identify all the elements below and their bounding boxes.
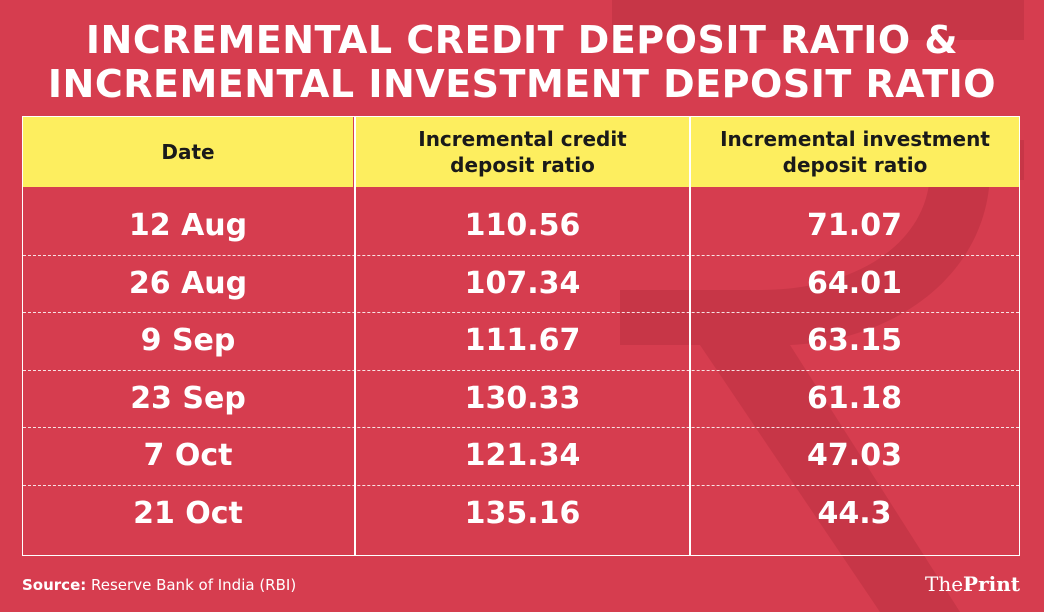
credit-ratio-cell: 130.33 [464, 380, 581, 416]
investment-ratio-cell: 47.03 [807, 438, 902, 473]
source-text: Reserve Bank of India (RBI) [86, 576, 297, 594]
investment-ratio-cell: 63.15 [807, 323, 902, 358]
row-divider [23, 369, 1019, 371]
header-investment-line-1: Incremental investment [720, 127, 990, 151]
credit-ratio-cell: 107.34 [464, 265, 581, 301]
title-line-1: INCREMENTAL CREDIT DEPOSIT RATIO & [85, 18, 959, 62]
header-credit-line-1: Incremental credit [418, 127, 627, 151]
table-row: 23 Sep 130.33 61.18 [23, 370, 1019, 427]
data-table: Date Incremental credit deposit ratio In… [22, 116, 1020, 556]
chart-title: INCREMENTAL CREDIT DEPOSIT RATIO & INCRE… [0, 18, 1044, 106]
credit-ratio-cell: 135.16 [464, 495, 581, 531]
credit-ratio-cell: 121.34 [464, 438, 581, 473]
table-row: 7 Oct 121.34 47.03 [23, 427, 1019, 484]
row-divider [23, 484, 1019, 486]
brand-part-2: Print [963, 572, 1020, 596]
row-divider [23, 427, 1019, 428]
column-divider [689, 117, 691, 555]
header-credit-ratio: Incremental credit deposit ratio [356, 117, 689, 187]
investment-ratio-cell: 61.18 [807, 380, 902, 416]
date-cell: 26 Aug [128, 265, 248, 301]
table-row: 21 Oct 135.16 44.3 [23, 485, 1019, 542]
credit-ratio-cell: 110.56 [464, 208, 581, 243]
header-date: Date [23, 117, 353, 187]
table-row: 26 Aug 107.34 64.01 [23, 255, 1019, 312]
header-investment-line-2: deposit ratio [782, 153, 928, 177]
date-cell: 7 Oct [143, 438, 233, 473]
source-label: Source: [22, 576, 87, 594]
column-divider [354, 117, 356, 555]
investment-ratio-cell: 71.07 [807, 208, 902, 243]
date-cell: 9 Sep [140, 323, 236, 358]
date-cell: 23 Sep [130, 380, 246, 416]
brand-logo: ThePrint [925, 572, 1020, 596]
table-row: 9 Sep 111.67 63.15 [23, 312, 1019, 369]
date-cell: 21 Oct [133, 495, 243, 531]
row-divider [23, 312, 1019, 313]
header-date-label: Date [161, 140, 215, 164]
title-line-2: INCREMENTAL INVESTMENT DEPOSIT RATIO [47, 62, 997, 106]
investment-ratio-cell: 64.01 [807, 265, 902, 301]
source-note: Source: Reserve Bank of India (RBI) [22, 576, 296, 594]
header-credit-line-2: deposit ratio [450, 153, 595, 177]
date-cell: 12 Aug [128, 208, 248, 243]
row-divider [23, 254, 1019, 256]
investment-ratio-cell: 44.3 [817, 495, 892, 531]
table-row: 12 Aug 110.56 71.07 [23, 197, 1019, 254]
credit-ratio-cell: 111.67 [464, 323, 581, 358]
header-investment-ratio: Incremental investment deposit ratio [691, 117, 1019, 187]
brand-part-1: The [924, 572, 964, 596]
